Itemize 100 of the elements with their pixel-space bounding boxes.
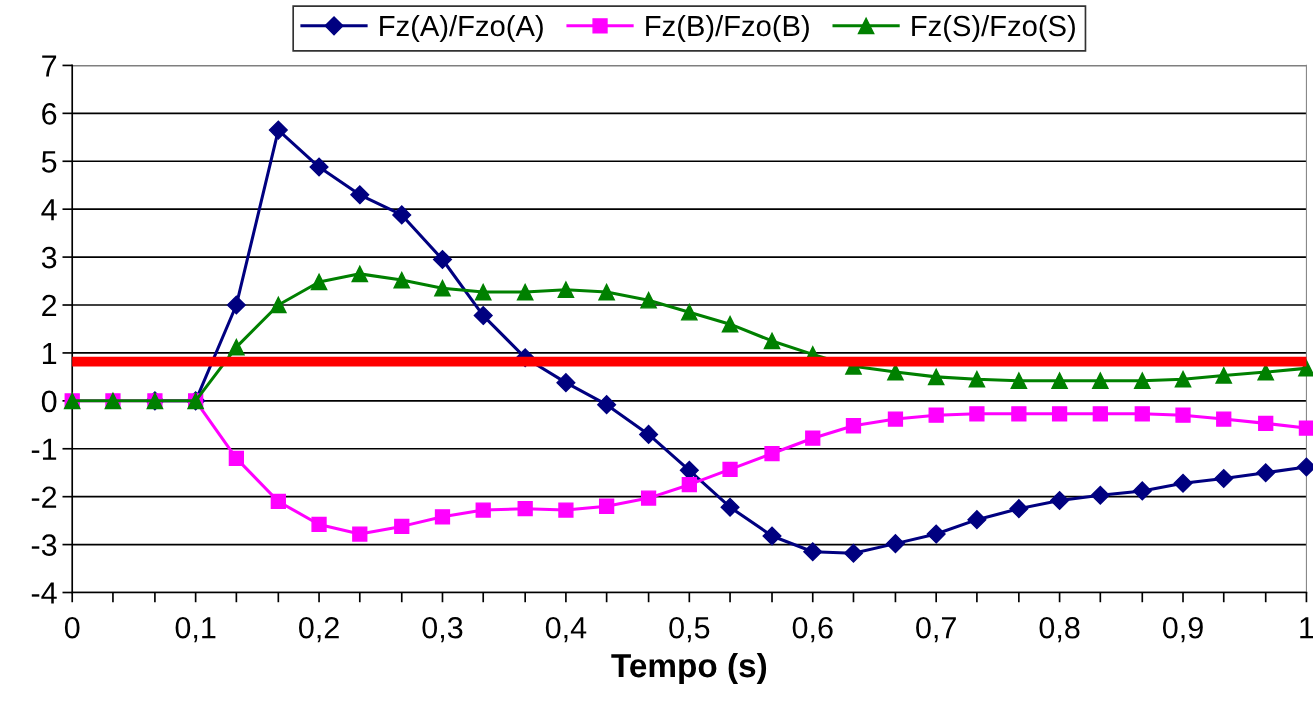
point [1258,415,1274,432]
point [1214,468,1234,488]
point [558,502,574,518]
point [639,424,659,444]
x-tick-label: 0,3 [422,616,463,643]
point [434,509,451,525]
point [640,291,657,309]
point [1090,485,1110,505]
point [310,273,328,291]
point [434,279,451,297]
point [557,281,575,299]
point [721,315,739,333]
x-tick-label: 0,7 [916,616,956,643]
point [394,518,410,535]
point [1174,370,1192,388]
point [843,543,864,563]
point [1011,406,1027,422]
point [722,461,738,478]
y-tick-label: 7 [42,55,57,77]
y-tick-label: 1 [42,342,57,364]
point [474,283,492,301]
point [598,283,615,301]
y-tick-label: 2 [42,294,57,317]
point [351,265,369,283]
point [597,395,617,415]
point [475,502,491,518]
point [1010,372,1028,390]
y-tick-label: 0 [41,390,57,413]
y-tick-label: 6 [42,103,57,125]
point [1091,372,1109,390]
point [1175,407,1191,423]
point [1215,367,1233,384]
point [228,338,245,356]
point [1050,490,1070,511]
point [473,306,493,326]
y-tick-label: 3 [41,246,57,269]
point [887,411,904,427]
point [1173,473,1193,493]
y-tick-label: -3 [31,534,57,556]
x-tick-label: 0,1 [175,616,216,643]
point [720,497,740,517]
y-tick-label: 4 [41,199,57,221]
x-tick-label: 0,2 [299,616,339,643]
x-axis-title: Tempo (s) [611,652,767,685]
point [885,534,905,554]
legend-label: Fz(B)/Fzo(B) [646,14,809,43]
point [681,477,697,493]
point [1298,420,1313,436]
point [516,283,534,301]
point [352,526,368,542]
point [1051,372,1068,390]
x-tick-label: 0,9 [1162,616,1203,643]
point [805,430,821,446]
point [556,373,576,393]
y-tick-label: -1 [31,438,57,460]
point [392,205,412,225]
point [598,498,615,514]
legend-label: Fz(S)/Fzo(S) [912,14,1075,43]
point [803,542,823,562]
point [1132,481,1152,501]
point [269,296,287,314]
point [680,303,698,321]
y-tick-label: -4 [31,582,57,604]
point [393,271,411,289]
point [350,185,370,205]
point [1256,463,1276,483]
point [1009,499,1029,519]
point [270,493,286,510]
point [309,157,329,177]
x-tick-label: 0 [64,616,80,639]
point [432,249,453,270]
point [968,370,986,388]
x-tick-label: 0,8 [1039,616,1080,643]
x-tick-label: 0,4 [545,616,587,643]
point [1092,406,1108,422]
point [969,406,985,422]
point [926,524,946,544]
point [311,516,327,533]
point [1134,406,1150,422]
y-tick-label: -2 [31,486,57,508]
x-tick-label: 0,6 [792,616,833,643]
point [762,526,782,546]
point [268,120,288,140]
point [967,510,987,530]
point [1216,411,1232,427]
point [845,418,862,434]
legend-label: Fz(A)/Fzo(A) [380,14,543,43]
point [764,445,780,462]
point [226,295,246,315]
point [928,407,944,423]
x-tick-label: 0,5 [669,616,710,643]
point [927,368,945,386]
point [228,450,245,466]
point [1133,372,1151,390]
point [640,490,657,506]
y-tick-label: 5 [41,151,57,173]
point [679,460,699,480]
point [763,332,781,350]
x-tick-label: 1 [1300,617,1313,639]
point [1051,406,1068,422]
